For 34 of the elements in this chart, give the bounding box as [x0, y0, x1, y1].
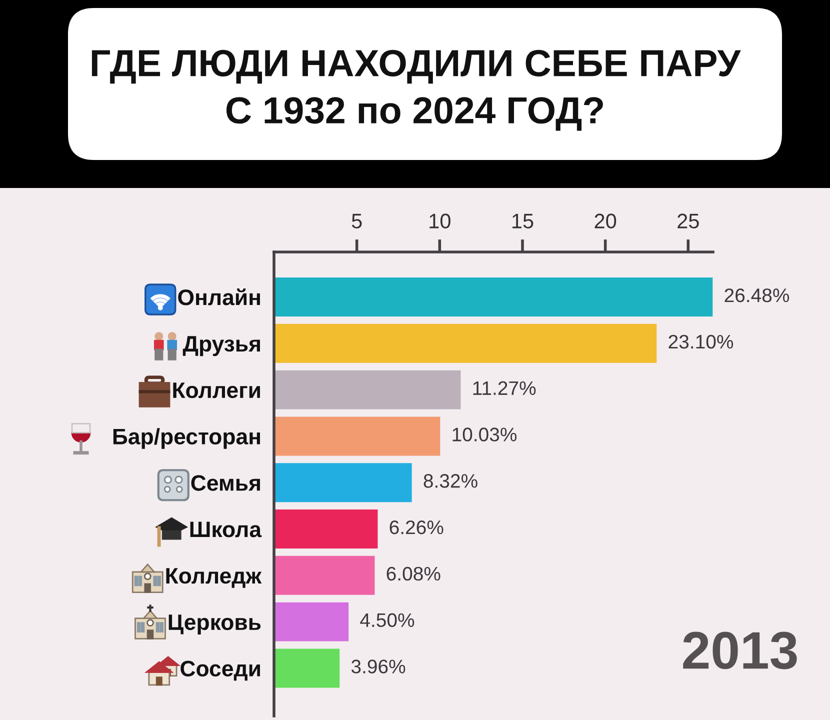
x-tick-label: 25 [678, 214, 699, 228]
bar [274, 510, 378, 548]
bar [274, 324, 657, 363]
annotation: 2013 [683, 632, 797, 670]
data-label: 23.10% [668, 334, 734, 349]
chart-title: ГДЕ ЛЮДИ НАХОДИЛИ СЕБЕ ПАРУ С 1932 по 2024 ГОД? [92, 50, 741, 131]
y-tick-label: Семья [191, 475, 260, 491]
x-tick-label: 5 [352, 214, 362, 228]
bar [274, 602, 349, 642]
data-label: 6.08% [386, 566, 440, 581]
data-label: 8.32% [424, 474, 478, 488]
bar [274, 556, 375, 595]
x-tick-label: 20 [594, 214, 616, 228]
data-label: 4.50% [360, 613, 414, 628]
bar [274, 278, 713, 316]
y-tick-label: Школа [190, 522, 262, 538]
data-label: 26.48% [724, 288, 790, 302]
y-tick-label: Церковь [168, 614, 261, 634]
bar [274, 416, 440, 456]
y-tick-label: Бар/ресторан [113, 428, 260, 449]
data-label: 3.96% [351, 660, 406, 674]
x-tick-label: 10 [430, 214, 450, 228]
x-tick-label: 15 [512, 214, 534, 228]
data-label: 11.27% [473, 381, 536, 395]
y-tick-label: Коллеги [173, 382, 260, 398]
bar [274, 648, 340, 688]
y-tick-label: Соседи [180, 660, 260, 681]
y-tick-label: Онлайн [178, 288, 260, 306]
data-label: 10.03% [452, 428, 517, 442]
y-tick-label: Друзья [182, 336, 260, 356]
data-label: 6.26% [390, 520, 444, 534]
bar [274, 370, 461, 410]
y-tick-label: Колледж [166, 568, 262, 588]
bar [274, 463, 412, 502]
